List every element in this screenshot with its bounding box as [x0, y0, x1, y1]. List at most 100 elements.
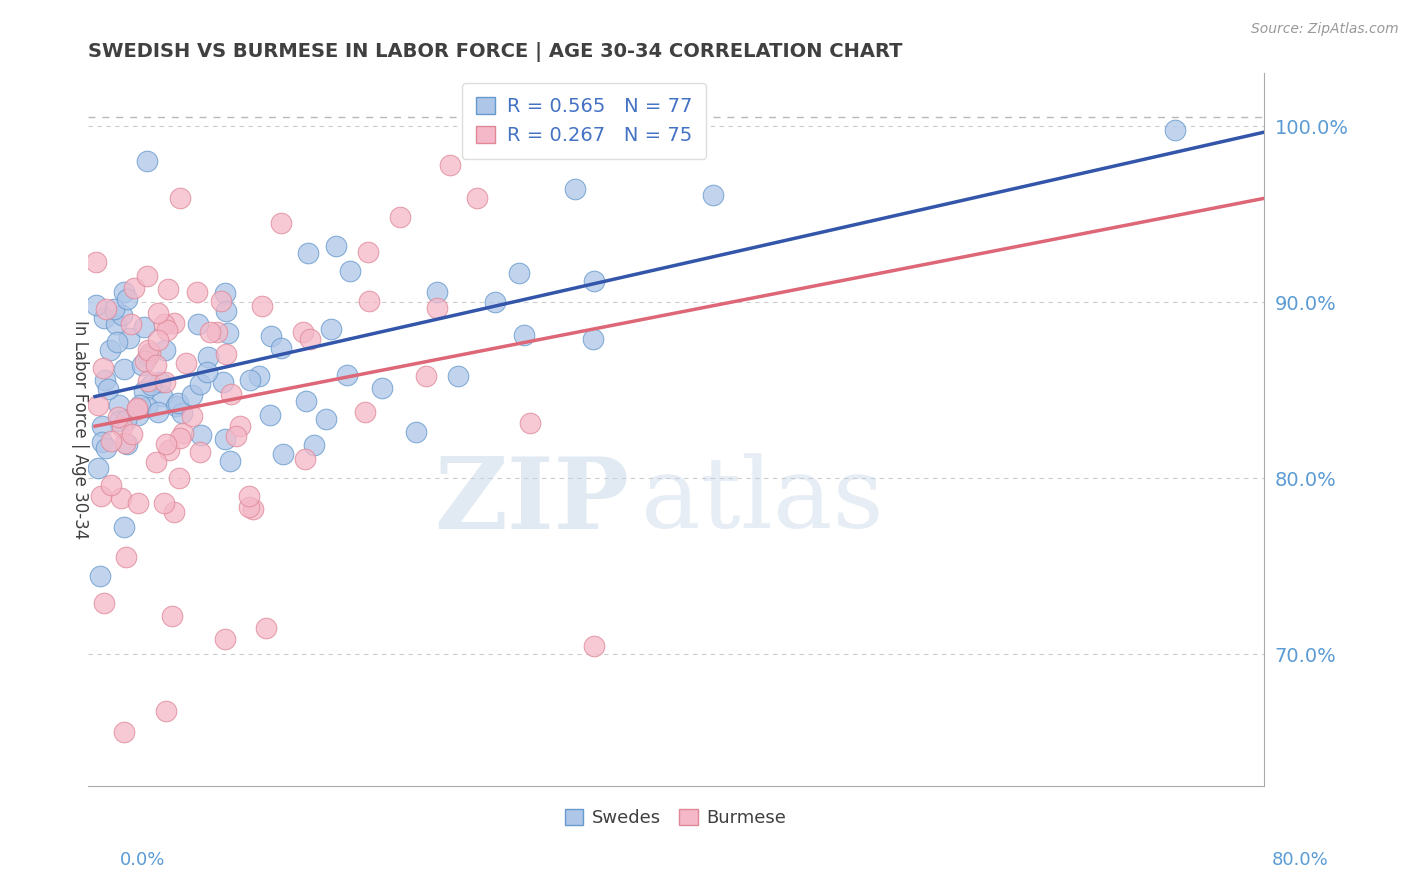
Point: [315, 412, 337, 426]
Point: [127, 401, 149, 415]
Point: [131, 358, 153, 372]
Point: [181, 409, 204, 423]
Point: [215, 304, 238, 318]
Point: [254, 621, 277, 635]
Point: [91, 361, 114, 376]
Point: [149, 375, 172, 389]
Point: [294, 451, 316, 466]
Point: [513, 327, 536, 342]
Point: [325, 239, 347, 253]
Text: 80.0%: 80.0%: [1272, 851, 1329, 869]
Point: [271, 447, 294, 461]
Point: [564, 182, 586, 196]
Point: [146, 306, 169, 320]
Point: [217, 326, 239, 340]
Point: [136, 349, 159, 363]
Point: [112, 285, 135, 299]
Text: ZIP: ZIP: [434, 453, 628, 549]
Point: [439, 158, 461, 172]
Point: [214, 632, 236, 646]
Point: [90, 434, 112, 449]
Point: [225, 429, 247, 443]
Point: [105, 335, 128, 350]
Point: [156, 282, 179, 296]
Point: [134, 319, 156, 334]
Point: [114, 550, 136, 565]
Point: [299, 331, 322, 345]
Point: [93, 373, 115, 387]
Point: [150, 389, 173, 403]
Point: [169, 431, 191, 445]
Point: [187, 317, 209, 331]
Point: [295, 393, 318, 408]
Point: [270, 341, 292, 355]
Point: [405, 425, 427, 439]
Point: [89, 568, 111, 582]
Point: [93, 596, 115, 610]
Point: [118, 330, 141, 344]
Point: [370, 381, 392, 395]
Point: [148, 333, 170, 347]
Text: Source: ZipAtlas.com: Source: ZipAtlas.com: [1251, 22, 1399, 37]
Point: [357, 294, 380, 309]
Point: [166, 396, 188, 410]
Point: [250, 299, 273, 313]
Point: [239, 373, 262, 387]
Point: [145, 455, 167, 469]
Point: [357, 245, 380, 260]
Point: [447, 368, 470, 383]
Point: [100, 478, 122, 492]
Point: [103, 302, 125, 317]
Point: [186, 285, 208, 299]
Point: [195, 365, 218, 379]
Point: [112, 520, 135, 534]
Point: [170, 407, 193, 421]
Point: [127, 408, 149, 422]
Point: [105, 317, 128, 331]
Point: [94, 442, 117, 456]
Point: [94, 301, 117, 316]
Point: [426, 301, 449, 315]
Point: [219, 454, 242, 468]
Point: [247, 368, 270, 383]
Point: [215, 347, 238, 361]
Point: [136, 268, 159, 283]
Point: [484, 294, 506, 309]
Point: [115, 413, 138, 427]
Point: [155, 704, 177, 718]
Point: [238, 489, 260, 503]
Point: [86, 298, 108, 312]
Point: [156, 323, 179, 337]
Point: [291, 325, 314, 339]
Point: [87, 398, 110, 412]
Point: [122, 281, 145, 295]
Point: [219, 387, 242, 401]
Point: [138, 346, 160, 360]
Point: [112, 362, 135, 376]
Point: [297, 245, 319, 260]
Point: [136, 374, 159, 388]
Point: [157, 442, 180, 457]
Point: [127, 402, 149, 417]
Point: [188, 377, 211, 392]
Point: [160, 609, 183, 624]
Point: [100, 434, 122, 448]
Point: [139, 378, 162, 392]
Point: [146, 405, 169, 419]
Point: [165, 399, 187, 413]
Point: [519, 416, 541, 430]
Point: [508, 266, 530, 280]
Point: [152, 496, 174, 510]
Point: [135, 153, 157, 168]
Point: [354, 405, 377, 419]
Point: [98, 343, 121, 358]
Point: [212, 375, 235, 389]
Point: [132, 384, 155, 398]
Text: SWEDISH VS BURMESE IN LABOR FORCE | AGE 30-34 CORRELATION CHART: SWEDISH VS BURMESE IN LABOR FORCE | AGE …: [89, 42, 903, 62]
Point: [111, 308, 134, 322]
Point: [238, 500, 260, 515]
Point: [115, 437, 138, 451]
Point: [112, 725, 135, 739]
Point: [242, 501, 264, 516]
Point: [319, 322, 342, 336]
